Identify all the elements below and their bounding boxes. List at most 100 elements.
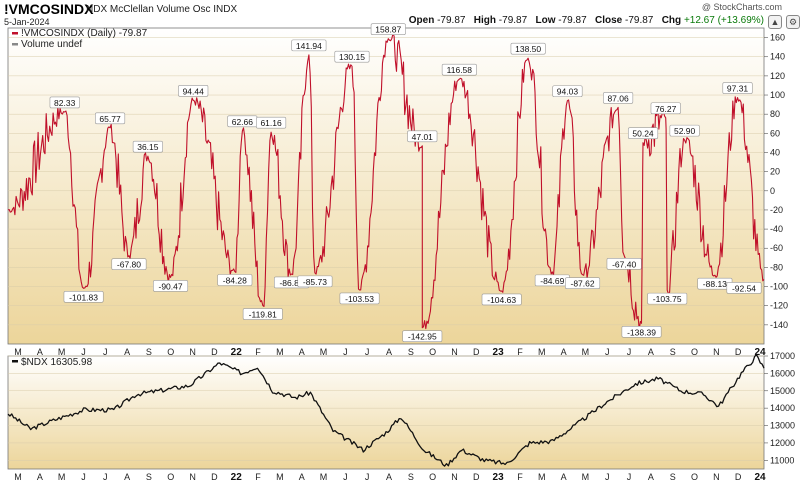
annotation-box	[297, 275, 333, 288]
annotation-label: -67.80	[117, 260, 141, 270]
ticker-description: NDX McClellan Volume Osc INDX	[86, 4, 238, 15]
y-tick-label: -120	[770, 301, 788, 311]
annotation-label: -84.28	[223, 275, 247, 285]
x-tick-label: J	[365, 472, 370, 482]
annotation-box	[565, 277, 601, 289]
y-tick-label: -60	[770, 243, 783, 253]
x-tick-label: N	[451, 472, 458, 482]
y-tick-label: 40	[770, 147, 780, 157]
annotation-box	[726, 282, 762, 294]
annotation-box	[291, 39, 327, 52]
x-tick-label: J	[627, 472, 632, 482]
y-tick-label: 11000	[770, 455, 794, 465]
x-tick-label: J	[343, 472, 348, 482]
annotation-label: -142.95	[408, 332, 437, 342]
annotation-box	[63, 290, 104, 303]
annotation-box	[481, 293, 522, 306]
annotation-box	[339, 292, 380, 305]
x-tick-label: F	[255, 347, 261, 357]
y-tick-label: 0	[770, 186, 775, 196]
open-label: Open	[408, 15, 435, 26]
y-tick-label: 13000	[770, 421, 795, 431]
legend-ndx: $NDX 16305.98	[21, 357, 93, 368]
gear-icon[interactable]: ⚙	[786, 15, 800, 29]
panel-background	[7, 355, 765, 470]
annotation-label: 61.16	[260, 118, 282, 128]
annotation-label: -138.39	[627, 327, 656, 337]
x-axis: M A M J J A S O N D 22 F M A M J J A S O N D 23 F M A M J J A S O N D 24	[14, 347, 766, 358]
x-tick-label: A	[561, 347, 567, 357]
x-tick-label: D	[211, 472, 218, 482]
y-tick-label: 16000	[770, 368, 795, 378]
annotation-box	[217, 274, 253, 286]
annotation-label: 87.06	[607, 93, 629, 103]
x-tick-label: S	[670, 472, 676, 482]
x-tick-label: N	[451, 347, 458, 357]
annotation-label: -84.69	[540, 276, 564, 286]
x-tick-label: O	[429, 472, 436, 482]
x-tick-label: S	[146, 472, 152, 482]
annotation-label: 158.87	[375, 25, 401, 35]
annotation-box	[441, 63, 477, 76]
x-tick-label: 23	[493, 472, 505, 483]
x-tick-label: F	[517, 472, 523, 482]
x-tick-label: 23	[493, 347, 505, 358]
x-tick-label: O	[429, 347, 436, 357]
x-tick-label: J	[81, 472, 86, 482]
annotation-box	[402, 330, 443, 342]
x-tick-label: M	[58, 347, 66, 357]
x-tick-label: M	[582, 472, 590, 482]
annotation-label: -88.13	[703, 279, 727, 289]
open-value: -79.87	[437, 15, 466, 26]
x-tick-label: A	[648, 472, 654, 482]
annotation-label: 47.01	[412, 132, 434, 142]
annotation-box	[242, 308, 283, 320]
x-tick-label: S	[408, 347, 414, 357]
legend-swatch-ndx	[12, 360, 18, 363]
x-tick-label: O	[167, 347, 174, 357]
y-tick-label: 100	[770, 90, 785, 100]
x-tick-label: D	[473, 347, 480, 357]
y-tick-label: 20	[770, 167, 780, 177]
x-tick-label: J	[103, 347, 108, 357]
annotation-label: 130.15	[339, 52, 365, 62]
y-tick-label: 80	[770, 109, 780, 119]
y-tick-label: 120	[770, 71, 785, 81]
annotation-label: -87.62	[571, 279, 595, 289]
quote-line: Open -79.87 High -79.87 Low -79.87 Close…	[409, 15, 764, 26]
x-tick-label: F	[517, 347, 523, 357]
annotation-box	[370, 23, 406, 35]
annotation-box	[552, 85, 583, 98]
x-tick-label: M	[14, 347, 22, 357]
x-tick-label: 22	[231, 347, 243, 358]
annotation-box	[510, 42, 546, 55]
annotation-box	[334, 50, 370, 63]
x-tick-label: N	[713, 347, 720, 357]
close-label: Close	[594, 15, 623, 26]
up-arrow-icon[interactable]: ▲	[768, 15, 782, 29]
x-tick-label: J	[343, 347, 348, 357]
y-tick-label: 17000	[770, 351, 795, 361]
x-tick-label: A	[299, 347, 305, 357]
x-tick-label: M	[58, 472, 66, 482]
x-tick-label: M	[320, 347, 328, 357]
x-tick-label: M	[582, 347, 590, 357]
annotation-label: -103.53	[345, 294, 374, 304]
annotation-box	[603, 92, 634, 104]
annotation-label: 50.24	[632, 129, 654, 139]
annotation-box	[153, 280, 189, 292]
y-tick-label: -140	[770, 320, 788, 330]
annotation-box	[669, 124, 700, 137]
chg-value: +12.67 (+13.69%)	[683, 15, 764, 26]
x-tick-label: A	[561, 472, 567, 482]
x-axis-bottom: M A M J J A S O N D 22 F M A M J J A S O N D 23 F M A M J J A S O N D 24	[14, 472, 766, 483]
x-tick-label: S	[146, 347, 152, 357]
annotation-box	[627, 127, 659, 139]
annotation-label: -92.54	[732, 283, 756, 293]
annotation-box	[650, 102, 681, 115]
y-tick-label: 60	[770, 128, 780, 138]
annotation-label: -85.73	[303, 277, 327, 287]
x-tick-label: A	[648, 347, 654, 357]
x-tick-label: O	[167, 472, 174, 482]
